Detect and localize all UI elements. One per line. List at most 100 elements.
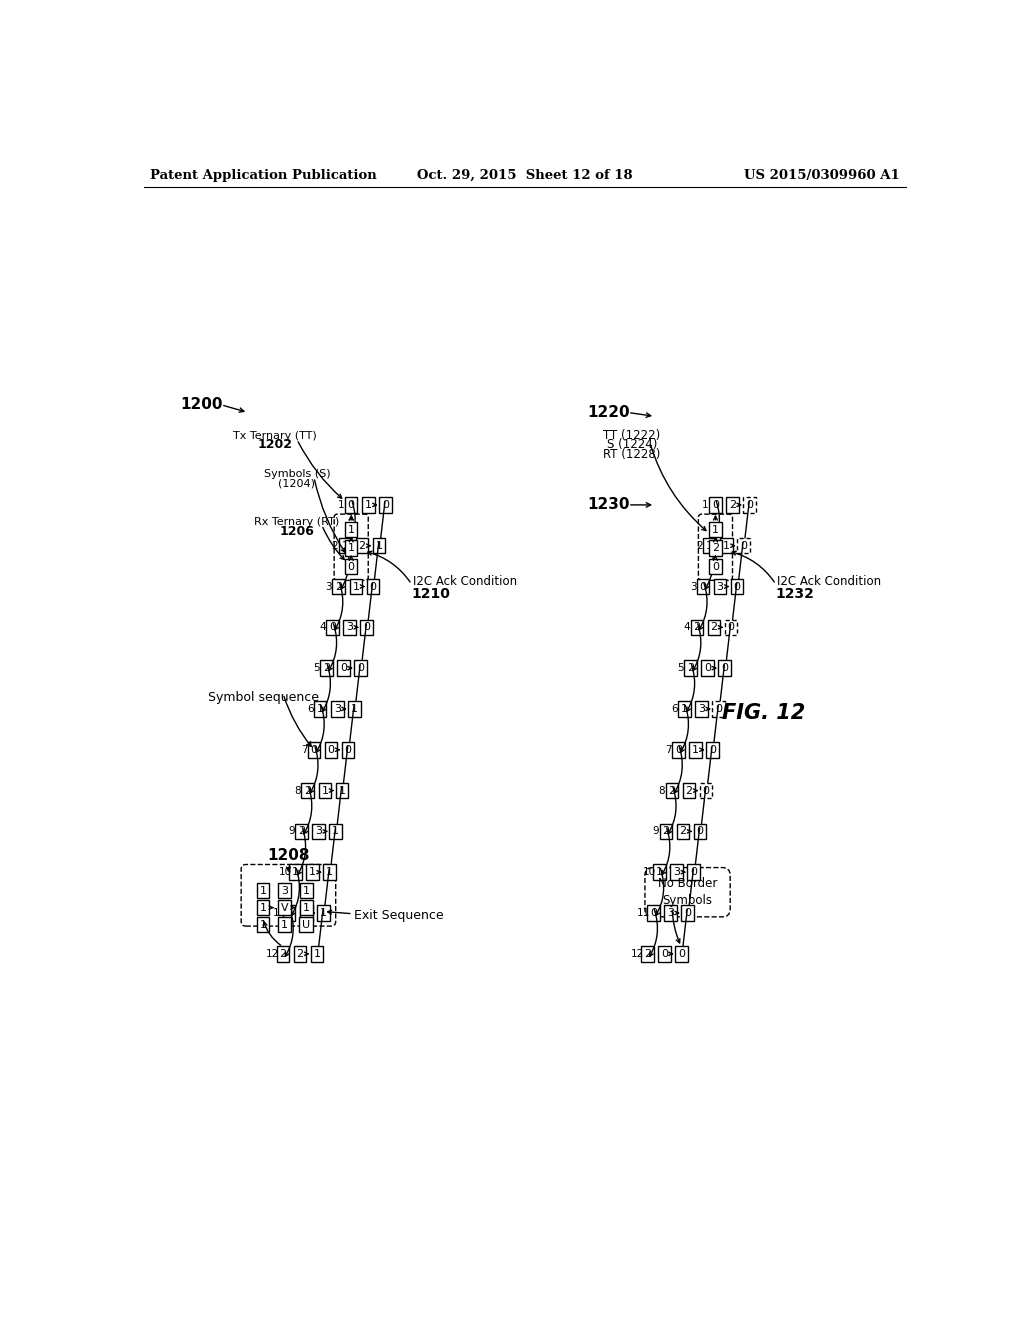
Text: 0: 0 (286, 908, 293, 917)
Text: 1232: 1232 (776, 587, 815, 601)
Text: 1: 1 (712, 524, 719, 535)
Text: 1: 1 (341, 541, 348, 550)
Text: 0: 0 (678, 949, 685, 958)
Text: 2: 2 (669, 785, 676, 796)
FancyBboxPatch shape (698, 515, 732, 581)
Text: 2: 2 (323, 663, 330, 673)
Text: (1204): (1204) (279, 478, 315, 488)
Text: 0: 0 (696, 826, 703, 837)
Text: US 2015/0309960 A1: US 2015/0309960 A1 (744, 169, 900, 182)
Text: 2: 2 (332, 541, 338, 550)
Text: 2: 2 (687, 663, 694, 673)
Text: 4: 4 (683, 622, 690, 632)
Text: 0: 0 (364, 622, 371, 632)
Text: 1: 1 (259, 920, 266, 929)
Text: 3: 3 (315, 826, 323, 837)
Text: 0: 0 (357, 663, 364, 673)
Text: 1200: 1200 (180, 397, 223, 412)
Text: 0: 0 (348, 500, 354, 510)
Text: 3: 3 (326, 582, 332, 591)
Text: Oct. 29, 2015  Sheet 12 of 18: Oct. 29, 2015 Sheet 12 of 18 (417, 169, 633, 182)
Text: 10: 10 (643, 867, 656, 878)
Text: 1: 1 (259, 886, 266, 896)
Text: No Border
Symbols: No Border Symbols (657, 878, 717, 907)
Text: S (1224): S (1224) (606, 438, 657, 451)
Text: 2: 2 (679, 826, 686, 837)
Text: 12: 12 (631, 949, 644, 958)
FancyBboxPatch shape (645, 867, 730, 917)
Text: 1: 1 (702, 500, 709, 510)
Text: 2: 2 (729, 500, 736, 510)
Text: 1: 1 (656, 867, 664, 878)
Text: 2: 2 (298, 826, 305, 837)
Text: 1: 1 (348, 524, 354, 535)
Text: 2: 2 (297, 949, 303, 958)
Text: 2: 2 (335, 582, 342, 591)
Text: 0: 0 (650, 908, 657, 917)
Text: Rx Ternary (RT): Rx Ternary (RT) (254, 517, 340, 527)
Text: 5: 5 (677, 663, 684, 673)
Text: Tx Ternary (TT): Tx Ternary (TT) (233, 430, 317, 441)
Text: 1: 1 (316, 704, 324, 714)
Text: RT (1228): RT (1228) (603, 447, 660, 461)
Text: 2: 2 (693, 622, 700, 632)
Text: 2: 2 (280, 949, 287, 958)
Text: 1: 1 (303, 886, 309, 896)
Text: 9: 9 (288, 826, 295, 837)
Text: 11: 11 (272, 908, 286, 917)
Text: Patent Application Publication: Patent Application Publication (150, 169, 377, 182)
Text: 1: 1 (338, 500, 344, 510)
Text: 0: 0 (329, 622, 336, 632)
Text: 2: 2 (358, 541, 366, 550)
Text: Symbol sequence: Symbol sequence (208, 690, 319, 704)
Text: 3: 3 (698, 704, 705, 714)
Text: 7: 7 (665, 744, 672, 755)
Text: 6: 6 (307, 704, 313, 714)
Text: 3: 3 (281, 886, 288, 896)
Text: 2: 2 (304, 785, 311, 796)
Text: 1: 1 (692, 744, 698, 755)
Text: 1: 1 (303, 903, 309, 912)
Text: 1: 1 (351, 704, 357, 714)
Text: V: V (281, 903, 289, 912)
Text: 8: 8 (658, 785, 666, 796)
Text: 4: 4 (319, 622, 326, 632)
Text: 0: 0 (370, 582, 377, 591)
Text: 1208: 1208 (267, 847, 309, 863)
Text: 1: 1 (309, 867, 316, 878)
Text: 1220: 1220 (587, 405, 630, 420)
Text: 0: 0 (660, 949, 668, 958)
Text: Symbols (S): Symbols (S) (263, 469, 331, 479)
Text: 1: 1 (313, 949, 321, 958)
Text: 2: 2 (711, 622, 718, 632)
Text: 12: 12 (266, 949, 280, 958)
Text: 2: 2 (663, 826, 670, 837)
Text: 0: 0 (340, 663, 347, 673)
Text: 3: 3 (334, 704, 341, 714)
Text: 3: 3 (346, 622, 353, 632)
Text: 0: 0 (702, 785, 710, 796)
Text: 2: 2 (696, 541, 702, 550)
Text: 1: 1 (332, 826, 339, 837)
Text: 1: 1 (292, 867, 299, 878)
Text: 1230: 1230 (587, 498, 630, 512)
Text: 1: 1 (681, 704, 688, 714)
Text: 8: 8 (295, 785, 301, 796)
Text: 6: 6 (671, 704, 678, 714)
Text: I2C Ack Condition: I2C Ack Condition (777, 576, 882, 589)
Text: 0: 0 (740, 541, 746, 550)
Text: U: U (302, 920, 310, 929)
Text: 1: 1 (338, 785, 345, 796)
Text: 1: 1 (376, 541, 383, 550)
Text: 5: 5 (313, 663, 319, 673)
Text: 0: 0 (727, 622, 734, 632)
Text: 10: 10 (279, 867, 292, 878)
Text: 0: 0 (690, 867, 697, 878)
Text: 1: 1 (322, 785, 329, 796)
Text: Exit Sequence: Exit Sequence (354, 908, 444, 921)
Text: 0: 0 (684, 908, 691, 917)
Text: 0: 0 (310, 744, 317, 755)
FancyBboxPatch shape (334, 515, 369, 581)
Text: 3: 3 (689, 582, 696, 591)
Text: TT (1222): TT (1222) (603, 429, 660, 442)
